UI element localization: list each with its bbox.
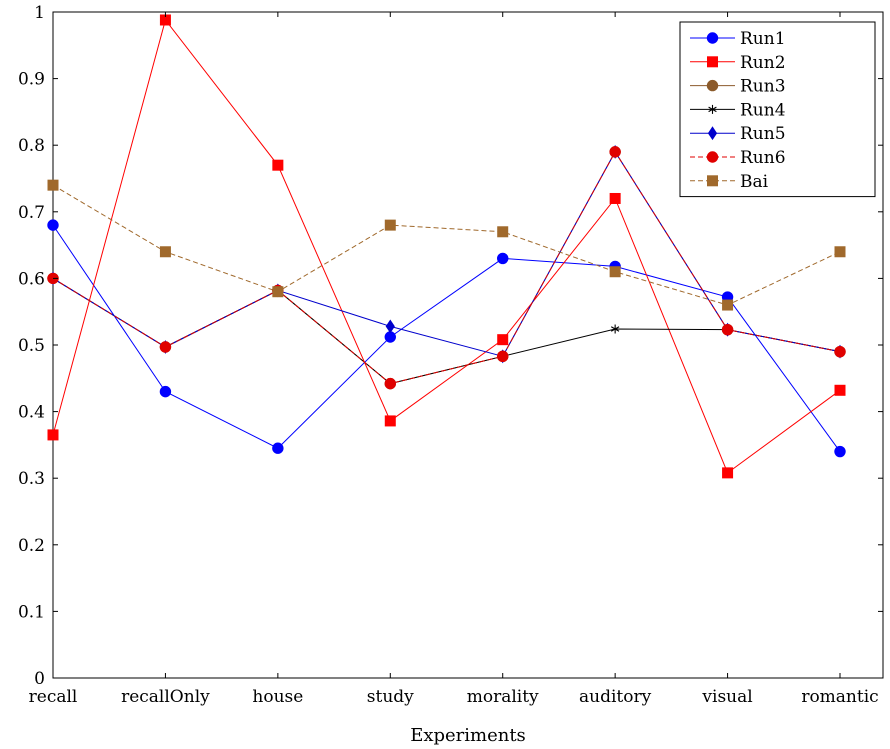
legend-swatch-marker [708,104,717,114]
y-tick-label: 0.3 [18,469,45,489]
data-point [384,219,396,231]
data-point [384,377,396,390]
x-axis-ticks: recall recallOnly house study morality audito… [29,12,879,707]
y-tick-label: 0.4 [18,403,45,423]
y-tick-label: 0.7 [18,203,45,223]
x-tick-label: auditory [579,687,652,707]
y-tick-label: 1 [34,3,45,23]
legend-swatch-marker [707,175,718,187]
data-point [385,319,395,334]
x-tick-label: recall [29,687,78,707]
data-point [721,323,734,336]
data-point [497,334,509,346]
data-point [722,299,734,311]
legend-label-run1: Run1 [740,29,786,49]
y-tick-label: 0 [34,669,45,689]
y-tick-label: 0.2 [18,536,45,556]
x-tick-label: morality [467,687,539,707]
series-markers-run6 [47,146,846,390]
legend-label-run4: Run4 [740,100,786,120]
data-point [834,345,846,358]
data-point [497,226,509,238]
series-line-run2 [52,18,841,474]
series-markers-bai [47,179,846,311]
data-point [159,341,172,353]
star-arm [610,326,620,332]
legend-label-bai: Bai [740,172,769,192]
data-point [722,467,734,479]
series-line-bai [52,184,841,306]
legend-label-run2: Run2 [740,53,786,73]
series-markers-run2 [47,14,846,479]
data-point [609,192,621,204]
data-point [159,385,172,398]
data-point [272,286,284,298]
y-tick-label: 0.1 [18,602,45,622]
legend-label-run5: Run5 [740,124,786,144]
data-point [272,442,284,454]
legend-swatch-marker [707,56,718,68]
x-tick-label: study [367,687,414,707]
legend: Run1 Run2 Run3 Run4 Run5 Run6 Bai [679,21,876,198]
legend-label-run3: Run3 [740,77,786,97]
data-point [609,266,621,278]
data-point [384,331,396,343]
data-point [610,324,620,334]
data-point [47,179,59,191]
y-tick-label: 0.6 [18,269,45,289]
data-point [159,246,171,258]
series-line-run4 [52,277,841,385]
star-arm [708,106,717,113]
x-tick-label: visual [701,687,752,707]
y-tick-label: 0.9 [18,70,45,90]
y-tick-label: 0.8 [18,136,45,156]
legend-label-run6: Run6 [740,148,786,168]
y-axis-ticks: 0 0.1 0.2 0.3 0.4 0.5 0.6 0.7 0.8 0.9 1 [18,3,883,689]
x-tick-label: recallOnly [121,687,210,707]
data-point [497,252,509,265]
x-axis-title: Experiments [410,725,526,746]
series-line-run1 [52,224,841,452]
data-point [47,219,59,231]
plot-area [47,11,884,679]
data-point [609,146,621,158]
data-point [272,159,284,171]
data-point [47,429,59,441]
legend-swatch-marker [706,32,719,44]
data-point [497,350,509,363]
data-point [834,445,846,458]
data-point [834,246,846,258]
x-tick-label: house [252,687,303,707]
legend-swatch-marker [707,126,718,141]
y-tick-label: 0.5 [18,336,45,356]
legend-swatch-marker [706,151,719,163]
data-point [834,384,846,396]
legend-swatch-marker [706,79,719,92]
data-point [384,415,396,427]
x-tick-label: romantic [801,687,878,707]
series-line-run6 [52,150,841,385]
